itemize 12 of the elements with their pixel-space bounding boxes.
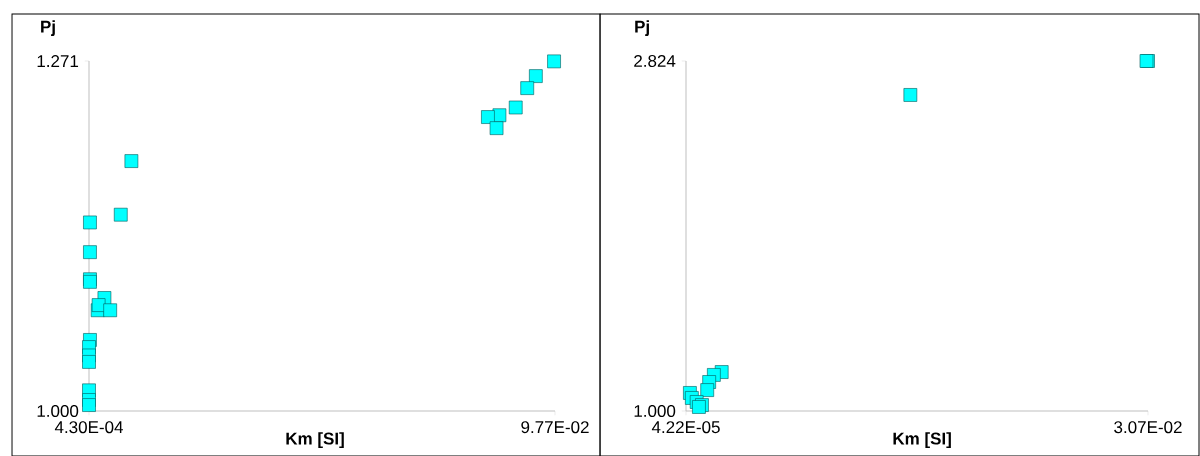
y-tick-label: 2.824: [634, 54, 676, 68]
x-tick-label: 4.22E-05: [651, 421, 720, 434]
x-axis-title: Km [SI]: [286, 432, 344, 448]
y-tick-label: 1.271: [37, 55, 79, 67]
y-tick-label: 1.000: [634, 404, 676, 418]
y-axis-title: Pj: [41, 20, 55, 37]
x-tick-label: 4.30E-04: [54, 421, 123, 434]
y-axis-title: Pj: [635, 20, 649, 37]
x-axis-title: Km [SI]: [893, 432, 951, 448]
x-tick-label: 3.07E-02: [1114, 421, 1182, 434]
y-tick-label: 1.000: [37, 404, 79, 418]
x-tick-label: 9.77E-02: [521, 421, 589, 434]
